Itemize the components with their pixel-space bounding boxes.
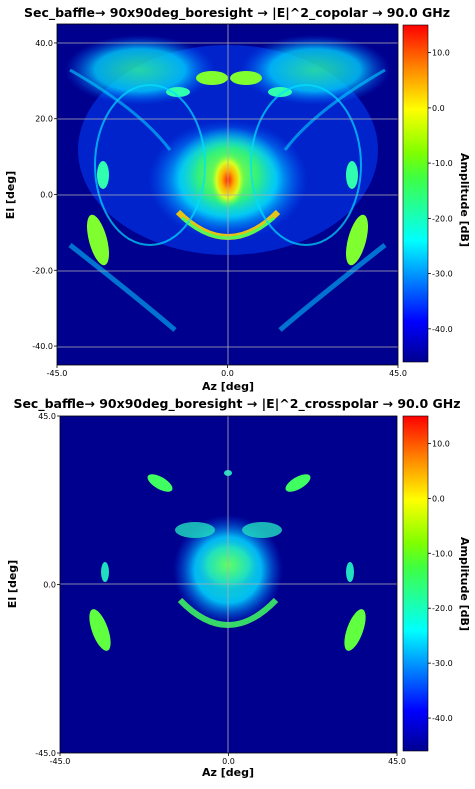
x-tick-label: 45.0 xyxy=(388,757,406,766)
y-tick-label: -40.0 xyxy=(32,342,53,351)
y-tick-labels: 40.0 20.0 0.0 -20.0 -40.0 xyxy=(32,39,57,351)
colorbar-tick-label: 10.0 xyxy=(432,439,450,448)
y-tick-label: 0.0 xyxy=(43,581,56,590)
x-tick-label: -45.0 xyxy=(50,757,71,766)
heatmap-plot-area xyxy=(57,24,398,365)
y-tick-label: 40.0 xyxy=(35,39,53,48)
chart-title: Sec_baffle→ 90x90deg_boresight → |E|^2_c… xyxy=(13,396,460,412)
x-tick-label: -45.0 xyxy=(47,369,68,378)
x-axis-label: Az [deg] xyxy=(202,380,254,393)
y-tick-label: 0.0 xyxy=(40,191,53,200)
y-axis-label: El [deg] xyxy=(6,560,19,608)
colorbar-tick-label: -40.0 xyxy=(432,325,453,334)
x-axis-label: Az [deg] xyxy=(202,766,254,779)
colorbar-tick-label: 10.0 xyxy=(432,49,450,58)
colorbar-tick-label: -40.0 xyxy=(432,714,453,723)
grid-lines xyxy=(57,24,398,365)
colorbar-tick-label: -10.0 xyxy=(432,159,453,168)
colorbar-tick-label: -20.0 xyxy=(432,604,453,613)
x-tick-labels: -45.0 0.0 45.0 xyxy=(50,753,406,766)
y-axis-label: El [deg] xyxy=(4,171,17,219)
y-tick-label: 20.0 xyxy=(35,115,53,124)
y-tick-labels: 45.0 0.0 -45.0 xyxy=(35,412,60,758)
x-tick-label: 45.0 xyxy=(389,369,407,378)
y-tick-label: -20.0 xyxy=(32,266,53,275)
y-tick-label: -45.0 xyxy=(35,749,56,758)
colorbar-tick-label: -30.0 xyxy=(432,659,453,668)
colorbar-tick-labels: 10.0 0.0 -10.0 -20.0 -30.0 -40.0 xyxy=(428,439,453,723)
colorbar xyxy=(402,24,429,363)
colorbar-tick-labels: 10.0 0.0 -10.0 -20.0 -30.0 -40.0 xyxy=(428,49,453,334)
colorbar xyxy=(402,415,429,752)
colorbar-tick-label: 0.0 xyxy=(432,494,445,503)
x-tick-label: 0.0 xyxy=(221,369,234,378)
colorbar-tick-label: -20.0 xyxy=(432,214,453,223)
colorbar-label: Amplitude [dB] xyxy=(458,537,471,631)
colorbar-label: Amplitude [dB] xyxy=(458,153,471,247)
colorbar-tick-label: -10.0 xyxy=(432,549,453,558)
x-tick-label: 0.0 xyxy=(222,757,235,766)
x-tick-labels: -45.0 0.0 45.0 xyxy=(47,365,407,378)
grid-lines xyxy=(60,416,397,753)
chart-title: Sec_baffle→ 90x90deg_boresight → |E|^2_c… xyxy=(24,5,450,21)
colorbar-tick-label: 0.0 xyxy=(432,104,445,113)
y-tick-label: 45.0 xyxy=(38,412,56,421)
colorbar-tick-label: -30.0 xyxy=(432,270,453,279)
heatmap-plot-area xyxy=(60,416,397,753)
